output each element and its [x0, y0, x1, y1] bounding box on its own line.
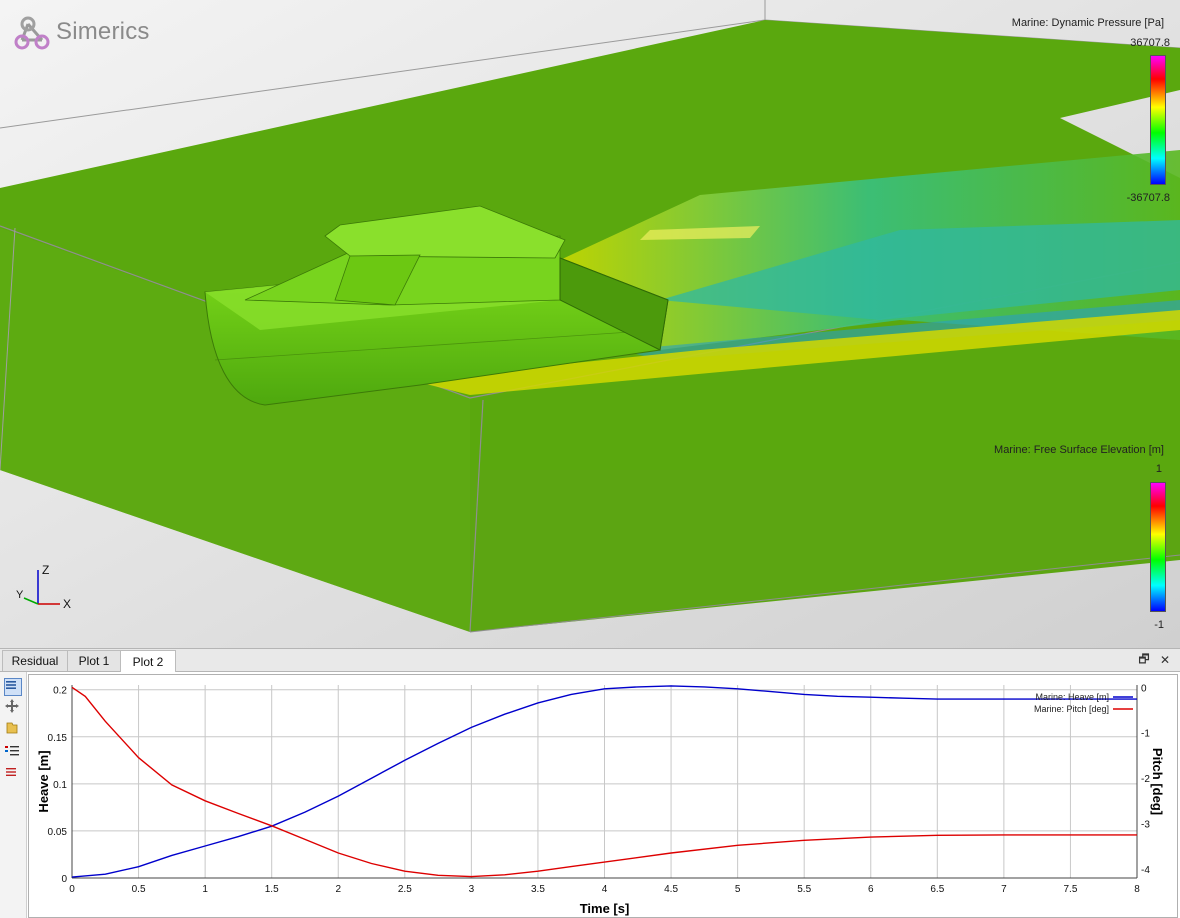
- dynamic-pressure-max: 36707.8: [1130, 37, 1170, 49]
- legend-entry-label: Marine: Heave [m]: [1035, 692, 1109, 702]
- x-tick-label: 8: [1134, 884, 1140, 895]
- restore-window-icon[interactable]: 🗗: [1138, 651, 1150, 666]
- y-axis-label: Heave [m]: [36, 750, 51, 812]
- dynamic-pressure-colorbar: [1150, 55, 1166, 185]
- tab-plot-2[interactable]: Plot 2: [120, 650, 176, 672]
- triad-z-label: Z: [42, 563, 49, 577]
- x-axis-label: Time [s]: [580, 901, 630, 916]
- simerics-logo: Simerics: [12, 12, 150, 52]
- free-surface-colorbar: [1150, 482, 1166, 612]
- y-tick-label: 0.05: [48, 827, 68, 838]
- tab-residual[interactable]: Residual: [2, 650, 68, 671]
- free-surface-min: -1: [1154, 619, 1164, 631]
- y-tick-label: 0.1: [53, 780, 67, 791]
- x-tick-label: 5.5: [797, 884, 811, 895]
- tab-plot-1[interactable]: Plot 1: [67, 650, 121, 671]
- series-line-heave: [71, 685, 1137, 878]
- triad-x-label: X: [63, 597, 71, 610]
- plot-toolstrip: [0, 672, 27, 918]
- free-surface-max: 1: [1155, 463, 1162, 475]
- close-panel-icon[interactable]: ✕: [1159, 653, 1171, 667]
- x-tick-label: 5: [735, 884, 741, 895]
- series-line-pitch: [71, 686, 1137, 878]
- y2-axis-label: Pitch [deg]: [1150, 748, 1165, 815]
- y-tick-label: 0.2: [53, 686, 67, 697]
- x-tick-label: 3: [469, 884, 475, 895]
- axes-triad-icon: Z Y X: [16, 563, 71, 610]
- marine-simulation-scene[interactable]: [0, 0, 1180, 648]
- y2-tick-label: -4: [1141, 865, 1150, 876]
- x-tick-label: 2.5: [398, 884, 412, 895]
- series-menu-icon[interactable]: [5, 766, 21, 782]
- dynamic-pressure-legend-title: Marine: Dynamic Pressure [Pa]: [1011, 17, 1164, 29]
- x-tick-label: 0: [69, 884, 75, 895]
- x-tick-label: 7.5: [1063, 884, 1077, 895]
- 3d-viewport[interactable]: Simerics Marine: Dynamic Pressure [Pa] 3…: [0, 0, 1180, 649]
- plot-tab-bar: Residual Plot 1 Plot 2 🗗 ✕: [0, 649, 1180, 672]
- x-tick-label: 6.5: [930, 884, 944, 895]
- dynamic-pressure-min: -36707.8: [1126, 192, 1170, 204]
- y-tick-label: 0.15: [48, 733, 68, 744]
- y2-tick-label: -1: [1141, 729, 1150, 740]
- x-tick-label: 6: [868, 884, 874, 895]
- logo-text: Simerics: [56, 18, 150, 45]
- y2-tick-label: -3: [1141, 820, 1150, 831]
- y-tick-label: 0: [61, 874, 67, 885]
- x-tick-label: 7: [1001, 884, 1007, 895]
- legend-entry-label: Marine: Pitch [deg]: [1034, 704, 1109, 714]
- pan-icon[interactable]: [5, 699, 21, 715]
- series-list-icon[interactable]: [5, 744, 21, 760]
- y2-tick-label: 0: [1141, 683, 1147, 694]
- x-tick-label: 4: [602, 884, 608, 895]
- heave-pitch-chart[interactable]: 0 0.5 1 1.5 2 2.5 3 3.5 4 4.5 5 5.5 6 6.5 7 7.5 8 0 0.05 0.…: [0, 672, 1180, 918]
- logo-molecule-icon: [14, 16, 50, 50]
- x-tick-label: 1.5: [265, 884, 279, 895]
- x-tick-label: 3.5: [531, 884, 545, 895]
- y2-tick-label: -2: [1141, 774, 1150, 785]
- x-tick-label: 4.5: [664, 884, 678, 895]
- triad-y-label: Y: [16, 589, 24, 601]
- x-tick-label: 2: [335, 884, 341, 895]
- legend-toggle-icon[interactable]: [4, 678, 22, 696]
- plot-pane: 0 0.5 1 1.5 2 2.5 3 3.5 4 4.5 5 5.5 6 6.5 7 7.5 8 0 0.05 0.…: [0, 672, 1180, 918]
- folder-icon[interactable]: [5, 721, 21, 737]
- x-tick-label: 1: [202, 884, 208, 895]
- x-tick-label: 0.5: [132, 884, 146, 895]
- free-surface-legend-title: Marine: Free Surface Elevation [m]: [994, 444, 1164, 456]
